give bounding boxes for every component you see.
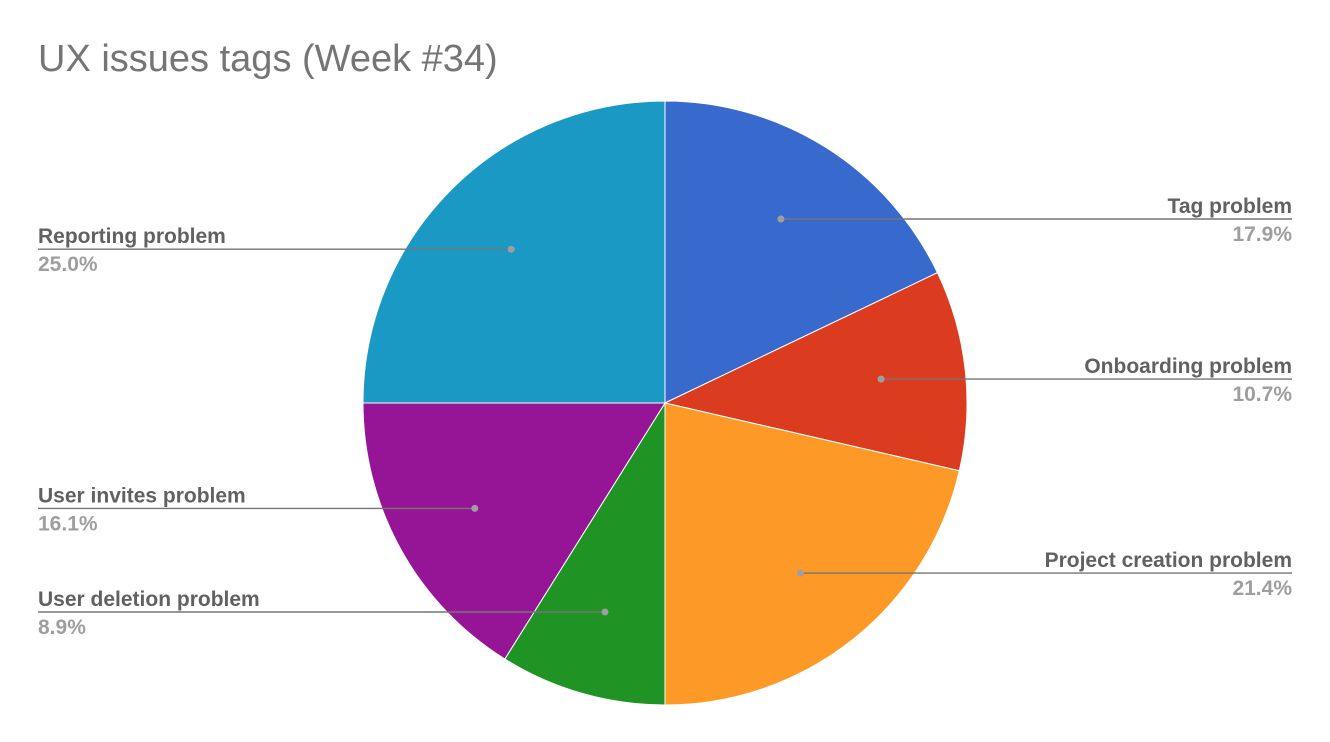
leader-dot-project-creation-problem	[796, 569, 804, 577]
slice-label-tag-problem: Tag problem	[1168, 195, 1292, 218]
slice-label-user-invites-problem: User invites problem	[38, 484, 246, 507]
pie-slice-project-creation-problem	[664, 402, 960, 706]
leader-dot-tag-problem	[777, 215, 785, 223]
leader-dot-user-invites-problem	[471, 504, 479, 512]
slice-percent-tag-problem: 17.9%	[1232, 223, 1292, 246]
slice-label-project-creation-problem: Project creation problem	[1045, 549, 1292, 572]
slice-percent-onboarding-problem: 10.7%	[1232, 383, 1292, 406]
slice-percent-reporting-problem: 25.0%	[38, 253, 98, 276]
pie-labels: Tag problem 17.9% Onboarding problem 10.7% P…	[38, 195, 1292, 639]
chart-title: UX issues tags (Week #34)	[38, 38, 498, 80]
pie-slice-user-invites-problem	[362, 402, 666, 660]
leader-dot-user-deletion-problem	[601, 608, 609, 616]
slice-label-user-deletion-problem: User deletion problem	[38, 588, 260, 611]
pie-slices	[362, 100, 968, 706]
pie-slice-onboarding-problem	[663, 272, 968, 472]
slice-label-reporting-problem: Reporting problem	[38, 225, 226, 248]
pie-slice-user-deletion-problem	[504, 401, 666, 706]
slice-percent-user-deletion-problem: 8.9%	[38, 616, 86, 639]
leader-dot-onboarding-problem	[877, 375, 885, 383]
slice-label-onboarding-problem: Onboarding problem	[1084, 355, 1292, 378]
leader-dot-reporting-problem	[507, 245, 515, 253]
slice-percent-user-invites-problem: 16.1%	[38, 512, 98, 535]
pie-slice-tag-problem	[664, 100, 939, 404]
slice-percent-project-creation-problem: 21.4%	[1232, 577, 1292, 600]
pie-slice-reporting-problem	[362, 100, 666, 404]
